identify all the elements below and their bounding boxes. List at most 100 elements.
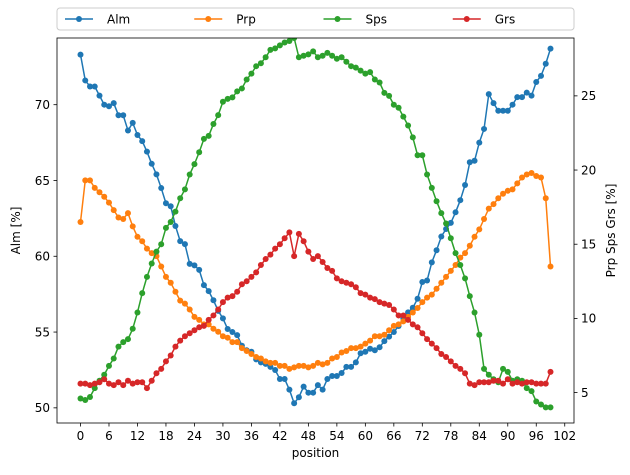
data-point-grs	[115, 379, 122, 386]
data-point-sps	[476, 331, 483, 338]
data-point-alm	[362, 348, 369, 355]
y-left-axis-label: Alm [%]	[9, 207, 23, 255]
data-point-sps	[186, 171, 193, 178]
data-point-sps	[224, 95, 231, 102]
data-point-grs	[504, 376, 511, 383]
data-point-prp	[371, 333, 378, 340]
data-point-grs	[162, 358, 169, 365]
x-tick-label: 84	[472, 429, 487, 443]
data-point-sps	[110, 355, 117, 362]
data-point-alm	[153, 171, 160, 178]
data-point-prp	[82, 177, 89, 184]
data-point-prp	[219, 333, 226, 340]
x-tick-label: 36	[244, 429, 259, 443]
legend-item-sps: Sps	[323, 12, 387, 26]
data-point-sps	[257, 60, 264, 67]
data-point-alm	[523, 89, 530, 96]
data-point-grs	[405, 316, 412, 323]
data-point-alm	[177, 238, 184, 245]
data-point-grs	[129, 380, 136, 387]
data-point-grs	[167, 352, 174, 359]
data-point-sps	[533, 398, 540, 405]
data-point-prp	[462, 250, 469, 257]
data-point-alm	[234, 332, 241, 339]
data-point-prp	[110, 207, 117, 214]
data-point-grs	[357, 290, 364, 297]
legend-box	[56, 7, 575, 31]
data-point-sps	[200, 135, 207, 142]
data-point-sps	[528, 388, 535, 395]
data-point-alm	[357, 350, 364, 357]
x-tick-label: 60	[358, 429, 373, 443]
data-point-sps	[248, 70, 255, 77]
data-point-alm	[514, 94, 521, 101]
data-point-sps	[129, 325, 136, 332]
data-point-alm	[191, 262, 198, 269]
data-point-prp	[509, 186, 516, 193]
data-point-prp	[148, 250, 155, 257]
data-point-prp	[224, 334, 231, 341]
data-point-grs	[462, 370, 469, 377]
data-point-grs	[96, 379, 103, 386]
data-point-alm	[471, 157, 478, 164]
data-point-alm	[481, 125, 488, 132]
data-point-grs	[300, 238, 307, 245]
data-point-prp	[191, 313, 198, 320]
legend: Alm Prp Sps Grs	[56, 7, 575, 31]
data-point-alm	[96, 92, 103, 99]
data-point-prp	[419, 299, 426, 306]
data-point-alm	[447, 219, 454, 226]
series-line-sps	[79, 38, 552, 409]
legend-item-prp: Prp	[194, 12, 256, 26]
data-point-sps	[466, 293, 473, 300]
data-point-grs	[210, 312, 217, 319]
data-point-grs	[286, 229, 293, 236]
series-grs	[77, 229, 554, 392]
data-point-alm	[485, 91, 492, 98]
x-tick-label: 54	[329, 429, 344, 443]
x-tick-label: 42	[272, 429, 287, 443]
data-point-sps	[333, 55, 340, 62]
data-point-alm	[519, 94, 526, 101]
data-point-prp	[367, 337, 374, 344]
data-point-prp	[514, 180, 521, 187]
data-point-grs	[305, 248, 312, 255]
data-point-grs	[172, 343, 179, 350]
data-point-alm	[196, 266, 203, 273]
data-point-sps	[219, 98, 226, 105]
data-point-grs	[352, 284, 359, 291]
data-point-sps	[395, 104, 402, 111]
data-point-grs	[200, 322, 207, 329]
data-point-grs	[257, 261, 264, 268]
data-point-grs	[428, 340, 435, 347]
data-point-alm	[338, 369, 345, 376]
data-point-sps	[196, 149, 203, 156]
x-tick-label: 78	[443, 429, 458, 443]
data-point-alm	[367, 345, 374, 352]
data-point-grs	[443, 353, 450, 360]
data-point-grs	[124, 377, 131, 384]
data-point-prp	[143, 245, 150, 252]
data-point-sps	[134, 309, 141, 316]
data-point-prp	[295, 362, 302, 369]
data-point-prp	[338, 349, 345, 356]
data-point-alm	[120, 112, 127, 119]
data-point-sps	[348, 63, 355, 70]
data-point-alm	[352, 359, 359, 366]
data-point-prp	[186, 306, 193, 313]
data-point-grs	[295, 230, 302, 237]
data-point-sps	[291, 38, 298, 41]
data-point-sps	[215, 112, 222, 119]
data-point-sps	[153, 248, 160, 255]
data-point-alm	[509, 101, 516, 108]
data-point-grs	[395, 312, 402, 319]
data-point-grs	[238, 281, 245, 288]
data-point-sps	[471, 309, 478, 316]
y-left-tick-label: 65	[35, 174, 50, 188]
data-point-alm	[77, 51, 84, 58]
data-point-alm	[386, 333, 393, 340]
data-point-alm	[500, 107, 507, 114]
data-point-prp	[519, 174, 526, 181]
data-point-alm	[167, 203, 174, 210]
